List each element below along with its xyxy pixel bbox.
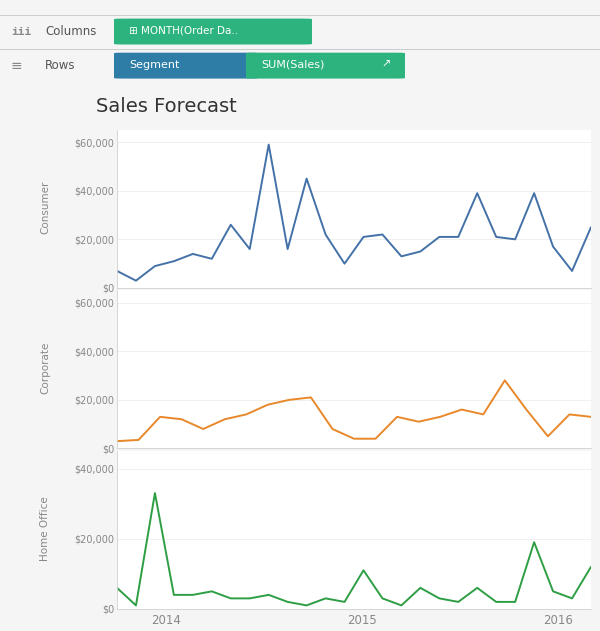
- Text: Segment: Segment: [129, 60, 179, 70]
- Text: Rows: Rows: [45, 59, 76, 72]
- Text: ⊞ MONTH(Order Da..: ⊞ MONTH(Order Da..: [129, 26, 238, 36]
- Text: Consumer: Consumer: [40, 181, 50, 234]
- FancyBboxPatch shape: [114, 18, 312, 45]
- Text: ≡: ≡: [11, 59, 22, 73]
- Text: Columns: Columns: [45, 25, 97, 38]
- FancyBboxPatch shape: [246, 52, 405, 79]
- Text: ↗: ↗: [381, 60, 391, 70]
- Text: iii: iii: [11, 27, 31, 37]
- Text: Home Office: Home Office: [40, 497, 50, 561]
- FancyBboxPatch shape: [114, 52, 258, 79]
- Text: Corporate: Corporate: [40, 342, 50, 394]
- Text: Sales Forecast: Sales Forecast: [96, 97, 237, 116]
- Text: SUM(Sales): SUM(Sales): [261, 60, 325, 70]
